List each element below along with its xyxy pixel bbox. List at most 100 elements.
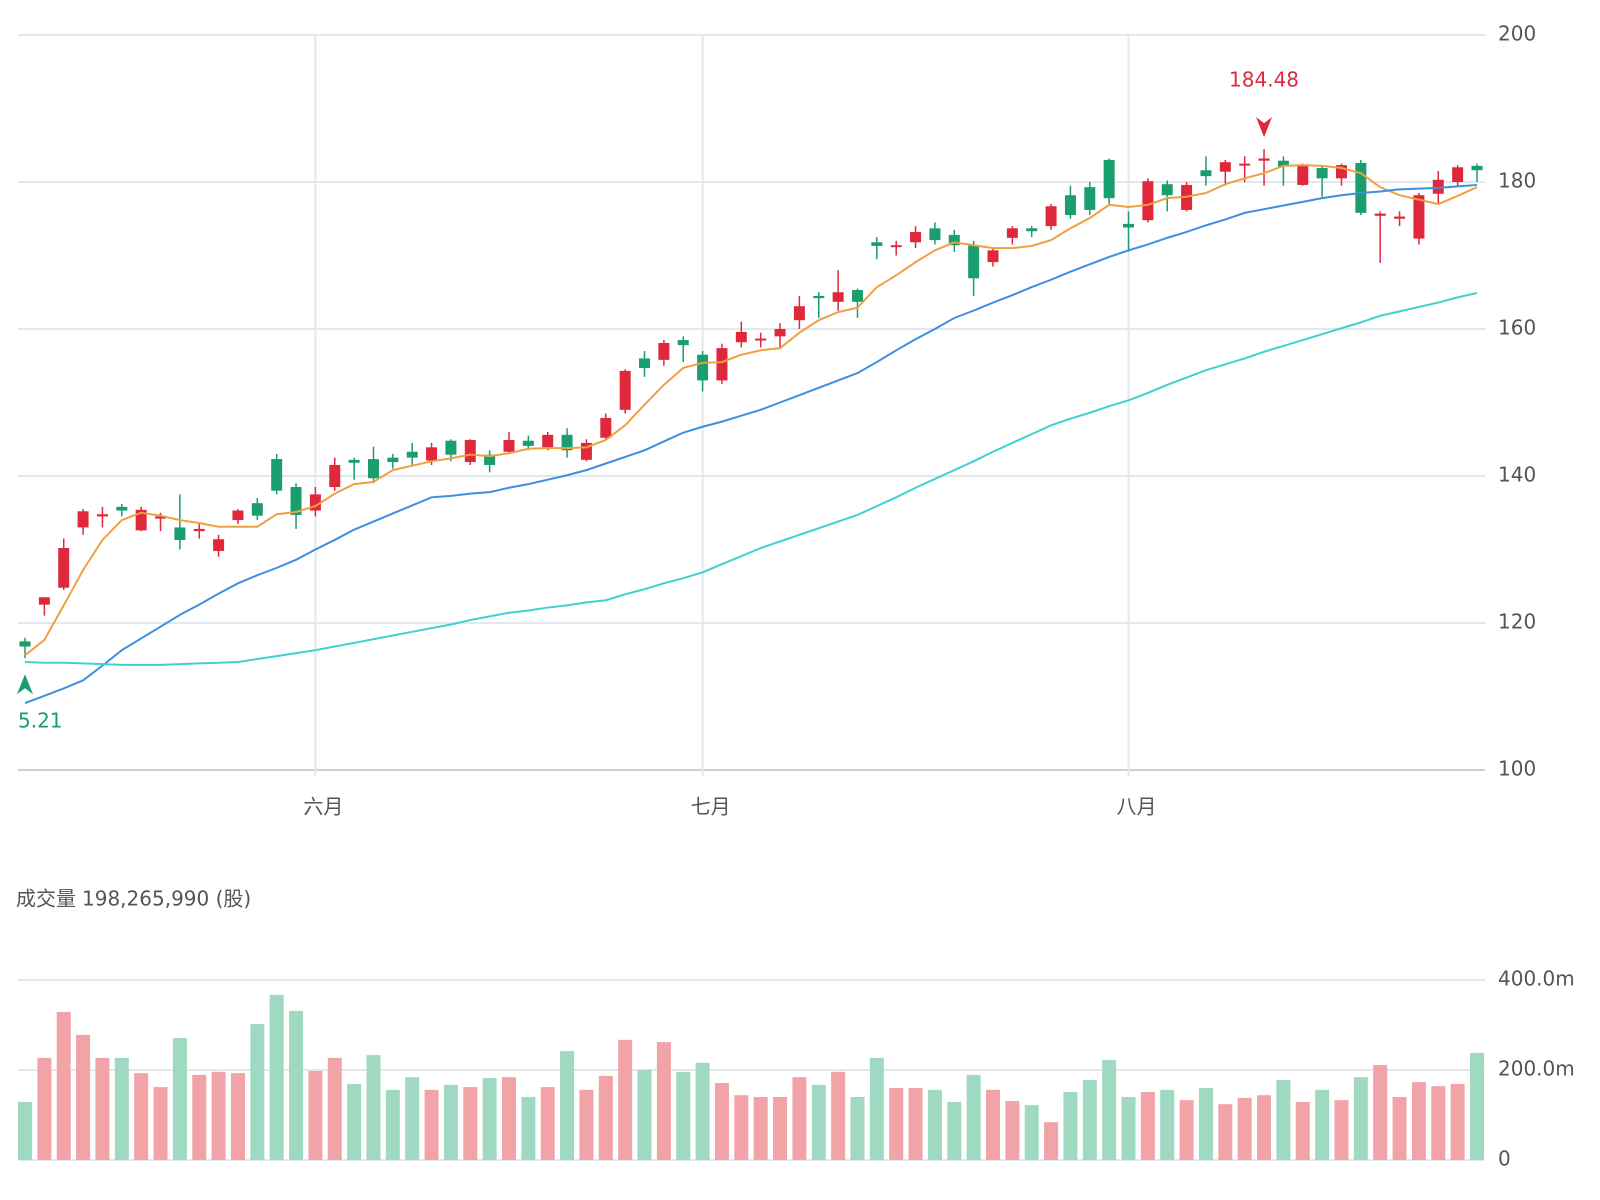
- x-tick-label: 八月: [1117, 795, 1157, 819]
- ma-line: [24, 183, 1478, 705]
- volume-bar: [1121, 1097, 1136, 1160]
- candle-body: [1123, 223, 1135, 228]
- volume-bar: [618, 1039, 633, 1160]
- y-tick-label: 200.0m: [1498, 1057, 1575, 1081]
- candle-body: [1103, 159, 1115, 199]
- candle-body: [1277, 160, 1289, 167]
- candle-body: [1064, 195, 1076, 216]
- volume-bar: [1431, 1086, 1446, 1160]
- min-label: 5.21: [18, 709, 63, 733]
- candle-body: [1297, 165, 1309, 185]
- y-tick-label: 200: [1498, 22, 1536, 46]
- candle-body: [929, 228, 941, 241]
- volume-bar: [947, 1101, 962, 1160]
- candle-body: [1452, 167, 1464, 182]
- volume-bar: [56, 1011, 71, 1160]
- candle-body: [309, 494, 321, 511]
- volume-bar: [1295, 1101, 1310, 1160]
- candle-body: [1161, 184, 1173, 196]
- candle-body: [387, 457, 399, 463]
- candle-body: [329, 464, 341, 488]
- volume-bar: [1450, 1083, 1465, 1160]
- volume-bar: [598, 1075, 613, 1160]
- candle-body: [464, 439, 476, 463]
- candle-body: [619, 370, 631, 410]
- candle-body: [871, 242, 883, 246]
- candle-body: [890, 245, 902, 248]
- candle-body: [600, 417, 612, 438]
- candle-body: [96, 514, 108, 517]
- candle-body: [116, 506, 128, 511]
- volume-bar: [1470, 1052, 1484, 1160]
- volume-bar: [211, 1071, 226, 1160]
- candle-body: [832, 292, 844, 302]
- candle-body: [1413, 195, 1425, 239]
- y-tick-label: 160: [1498, 316, 1536, 340]
- volume-bar: [1140, 1092, 1155, 1160]
- volume-bar: [443, 1084, 458, 1160]
- volume-bar: [482, 1078, 497, 1160]
- volume-bar: [1024, 1105, 1039, 1160]
- candle-body: [38, 597, 50, 605]
- candle-body: [716, 348, 728, 381]
- candle-body: [77, 511, 89, 528]
- candle-body: [755, 338, 767, 341]
- max-arrow: [1256, 117, 1273, 138]
- candle-body: [213, 539, 225, 551]
- y-tick-label: 140: [1498, 463, 1536, 487]
- volume-subtitle: 198,265,990 (股): [82, 887, 251, 911]
- volume-bar: [540, 1087, 555, 1160]
- volume-bar: [1315, 1089, 1330, 1160]
- candle-body: [1316, 168, 1328, 179]
- volume-bar: [502, 1077, 516, 1160]
- volume-bar: [1044, 1122, 1059, 1160]
- volume-bar: [850, 1097, 865, 1160]
- volume-bar: [153, 1087, 168, 1160]
- volume-bar: [656, 1042, 671, 1160]
- candle-body: [1200, 170, 1212, 177]
- volume-bar: [134, 1073, 149, 1160]
- volume-bar: [1353, 1077, 1368, 1160]
- candle-body: [697, 354, 709, 381]
- volume-bar: [424, 1089, 439, 1160]
- volume-bar: [327, 1057, 342, 1160]
- candle-body: [987, 250, 999, 263]
- candle-body: [813, 295, 825, 299]
- candle-body: [251, 503, 263, 516]
- candle-body: [1471, 165, 1483, 171]
- volume-bar: [269, 994, 284, 1160]
- candle-body: [639, 358, 651, 368]
- volume-bar: [792, 1077, 807, 1160]
- volume-bar: [1063, 1092, 1078, 1160]
- volume-bar: [37, 1057, 52, 1160]
- candle-body: [271, 459, 283, 491]
- volume-bar: [1218, 1104, 1233, 1160]
- volume-bar: [250, 1024, 265, 1160]
- y-tick-label: 0: [1498, 1147, 1511, 1171]
- candle-body: [1045, 206, 1057, 227]
- volume-bar: [1334, 1100, 1349, 1160]
- volume-bar: [114, 1057, 129, 1160]
- volume-bar: [1160, 1089, 1175, 1160]
- volume-bar: [308, 1070, 323, 1160]
- volume-bar: [1005, 1101, 1020, 1160]
- volume-bar: [95, 1057, 110, 1160]
- volume-bar: [560, 1051, 575, 1160]
- volume-bar: [230, 1073, 245, 1160]
- volume-bar: [579, 1089, 594, 1160]
- candle-body: [484, 454, 496, 465]
- volume-bar: [521, 1097, 536, 1160]
- volume-bar: [986, 1089, 1000, 1160]
- candle-body: [1335, 165, 1347, 179]
- volume-bar: [1276, 1079, 1291, 1160]
- candle-body: [735, 331, 747, 343]
- candle-body: [968, 245, 980, 279]
- volume-bar: [1411, 1082, 1426, 1160]
- volume-bar: [366, 1055, 381, 1160]
- candle-body: [851, 290, 863, 302]
- volume-bar: [1082, 1079, 1097, 1160]
- max-label: 184.48: [1229, 68, 1299, 92]
- volume-bar: [927, 1089, 942, 1160]
- candle-body: [1355, 162, 1367, 213]
